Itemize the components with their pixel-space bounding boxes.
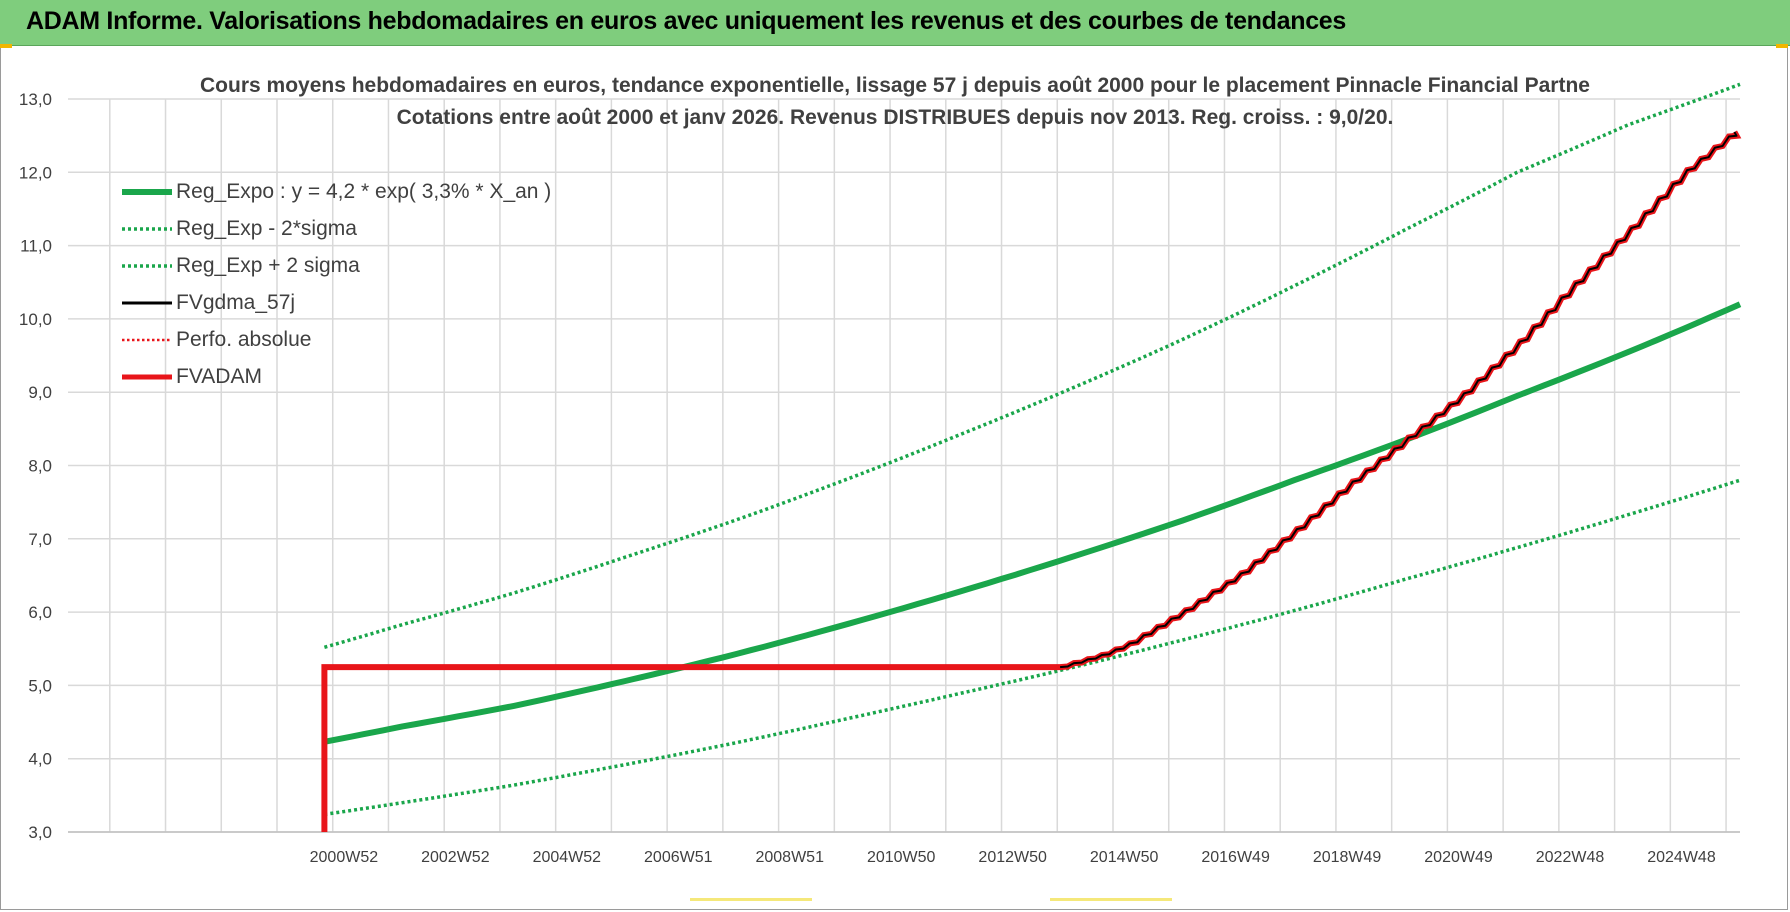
series-line-fvgdma bbox=[1060, 131, 1738, 669]
legend-label: Reg_Exp - 2*sigma bbox=[176, 216, 357, 240]
chart-subtitle: Cotations entre août 2000 et janv 2026. … bbox=[397, 106, 1394, 129]
legend-swatch-fvgdma bbox=[120, 293, 176, 313]
legend-item-reg-exp-minus: Reg_Exp - 2*sigma bbox=[120, 210, 551, 247]
x-tick-label: 2004W52 bbox=[533, 849, 602, 866]
title-banner: ADAM Informe. Valorisations hebdomadaire… bbox=[0, 0, 1790, 46]
legend-swatch-perfo-absolue bbox=[120, 330, 176, 350]
legend-item-reg-exp-plus: Reg_Exp + 2 sigma bbox=[120, 247, 551, 284]
legend-item-perfo-absolue: Perfo. absolue bbox=[120, 321, 551, 358]
legend-swatch-reg-exp-minus bbox=[120, 219, 176, 239]
y-tick-label: 6,0 bbox=[28, 603, 52, 622]
decorative-bar-left bbox=[690, 898, 812, 901]
y-tick-label: 4,0 bbox=[28, 750, 52, 769]
corner-mark-right bbox=[1776, 44, 1788, 48]
series-layer bbox=[321, 82, 1742, 832]
y-tick-label: 5,0 bbox=[28, 676, 52, 695]
series-line bbox=[323, 82, 1741, 649]
x-tick-label: 2002W52 bbox=[421, 849, 490, 866]
x-tick-label: 2020W49 bbox=[1424, 849, 1493, 866]
x-tick-label: 2008W51 bbox=[755, 849, 824, 866]
x-tick-label: 2022W48 bbox=[1536, 849, 1605, 866]
legend-swatch-reg-exp-plus bbox=[120, 256, 176, 276]
x-tick-label: 2012W50 bbox=[978, 849, 1047, 866]
y-tick-label: 11,0 bbox=[20, 237, 52, 256]
y-tick-label: 10,0 bbox=[19, 310, 52, 329]
legend-label: Reg_Exp + 2 sigma bbox=[176, 253, 360, 277]
grid-layer bbox=[68, 98, 1740, 833]
legend-item-reg-expo: Reg_Expo : y = 4,2 * exp( 3,3% * X_an ) bbox=[120, 173, 551, 210]
banner-title: ADAM Informe. Valorisations hebdomadaire… bbox=[26, 7, 1347, 35]
y-tick-label: 9,0 bbox=[28, 383, 52, 402]
series-line bbox=[324, 478, 1741, 817]
y-tick-label: 8,0 bbox=[28, 457, 52, 476]
x-tick-label: 2006W51 bbox=[644, 849, 713, 866]
decorative-bar-right bbox=[1050, 898, 1172, 901]
legend-swatch-fvadam bbox=[120, 367, 176, 387]
x-tick-label: 2014W50 bbox=[1090, 849, 1159, 866]
y-tick-label: 13,0 bbox=[19, 90, 52, 109]
x-tick-label: 2016W49 bbox=[1201, 849, 1270, 866]
x-tick-label: 2018W49 bbox=[1313, 849, 1382, 866]
corner-mark-left bbox=[0, 44, 12, 48]
x-tick-label: 2000W52 bbox=[310, 849, 379, 866]
chart-area: 3,0 4,0 5,0 6,0 7,0 8,0 9,0 10,0 11,0 12,0 13,0 200… bbox=[0, 50, 1790, 895]
legend-label: FVgdma_57j bbox=[176, 290, 296, 314]
legend-label: Reg_Expo : y = 4,2 * exp( 3,3% * X_an ) bbox=[176, 179, 552, 203]
x-tick-label: 2010W50 bbox=[867, 849, 936, 866]
chart-legend: Reg_Expo : y = 4,2 * exp( 3,3% * X_an ) … bbox=[120, 173, 551, 395]
legend-item-fvgdma: FVgdma_57j bbox=[120, 284, 551, 321]
axis-layer: 3,0 4,0 5,0 6,0 7,0 8,0 9,0 10,0 11,0 12,0 13,0 200… bbox=[19, 90, 1740, 866]
y-tick-label: 3,0 bbox=[28, 823, 52, 842]
legend-item-fvadam: FVADAM bbox=[120, 358, 551, 395]
chart-svg: 3,0 4,0 5,0 6,0 7,0 8,0 9,0 10,0 11,0 12,0 13,0 200… bbox=[19, 74, 1742, 866]
y-tick-label: 12,0 bbox=[19, 163, 52, 182]
legend-label: FVADAM bbox=[176, 364, 262, 388]
legend-label: Perfo. absolue bbox=[176, 327, 312, 351]
y-tick-label: 7,0 bbox=[28, 530, 52, 549]
legend-swatch-reg-expo bbox=[120, 182, 176, 202]
chart-title: Cours moyens hebdomadaires en euros, ten… bbox=[200, 74, 1590, 97]
series-line bbox=[323, 301, 1742, 745]
x-tick-label: 2024W48 bbox=[1647, 849, 1716, 866]
